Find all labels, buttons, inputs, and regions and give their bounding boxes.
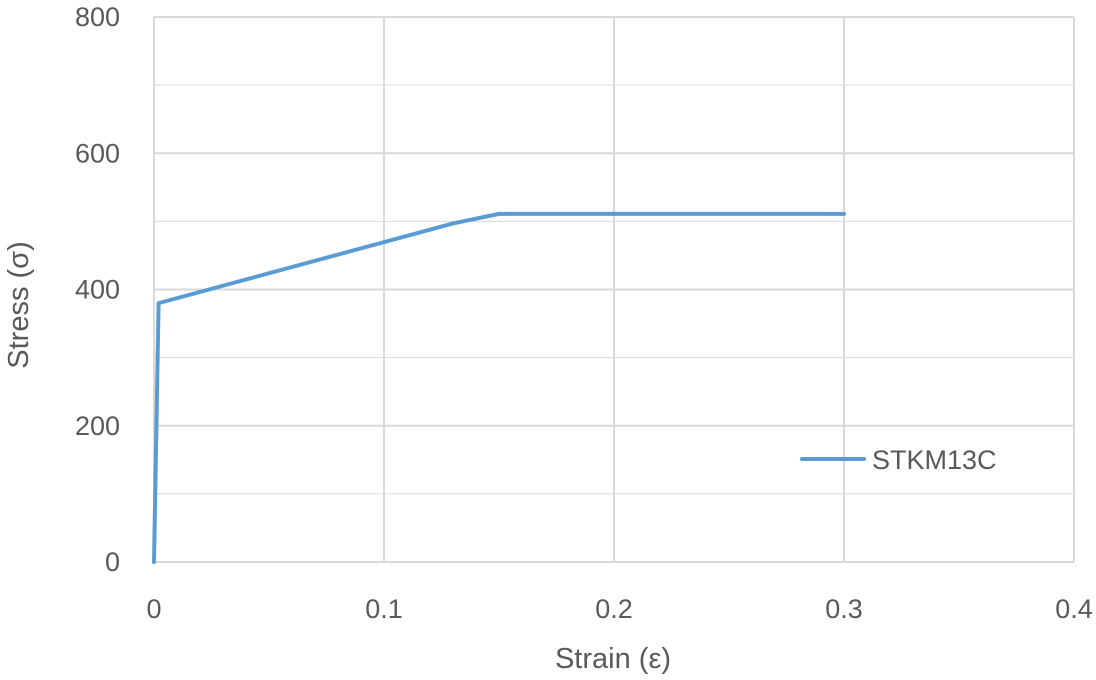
x-tick-label: 0.3	[825, 594, 863, 624]
legend-label-stkm13c: STKM13C	[872, 445, 997, 475]
x-tick-label: 0.1	[365, 594, 403, 624]
y-tick-label: 0	[105, 547, 120, 577]
x-tick-label: 0.2	[595, 594, 633, 624]
x-tick-label: 0	[146, 594, 161, 624]
tick-labels: 0 200 400 600 800 0 0.1 0.2 0.3 0.4	[75, 2, 1093, 624]
y-tick-label: 200	[75, 411, 120, 441]
x-tick-label: 0.4	[1055, 594, 1093, 624]
y-axis-title: Stress (σ)	[3, 241, 35, 368]
y-tick-label: 800	[75, 2, 120, 32]
legend: STKM13C	[800, 445, 997, 475]
y-tick-label: 600	[75, 138, 120, 168]
y-tick-label: 400	[75, 275, 120, 305]
series-layer	[152, 211, 846, 564]
x-axis-title: Strain (ε)	[555, 643, 671, 675]
series-line-stkm13c	[152, 211, 846, 564]
gridlines	[153, 16, 1075, 563]
